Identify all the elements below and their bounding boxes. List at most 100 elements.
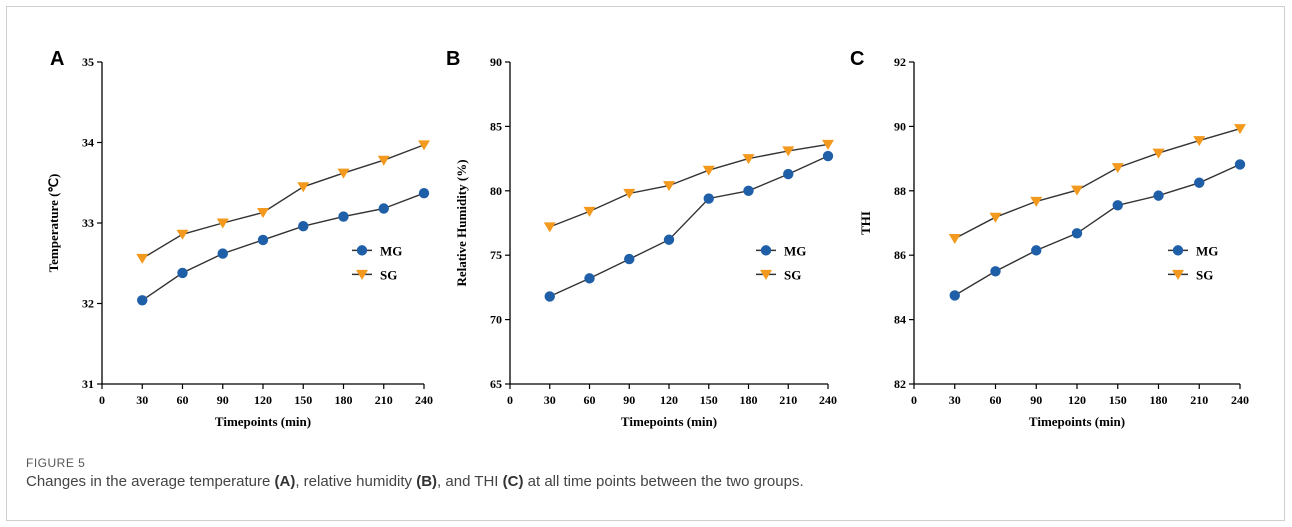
data-point-mg xyxy=(378,203,389,214)
x-tick-label: 240 xyxy=(819,393,837,407)
series-line-mg xyxy=(954,163,1241,297)
x-tick-label: 210 xyxy=(375,393,393,407)
x-tick-label: 0 xyxy=(99,393,105,407)
x-tick-label: 240 xyxy=(1231,393,1249,407)
y-tick-label: 90 xyxy=(894,119,906,133)
data-point-sg xyxy=(989,212,1002,223)
data-point-mg xyxy=(703,193,714,204)
data-point-sg xyxy=(1193,136,1206,147)
data-point-sg xyxy=(1111,163,1124,174)
x-tick-label: 180 xyxy=(740,393,758,407)
data-point-sg xyxy=(663,181,675,192)
panel-letter-a: A xyxy=(50,48,65,70)
data-point-mg xyxy=(177,267,188,279)
caption-text-3: , and THI xyxy=(437,473,503,490)
caption-ref-b: (B) xyxy=(416,473,438,490)
x-tick-label: 30 xyxy=(136,393,148,407)
x-tick-label: 210 xyxy=(1190,393,1208,407)
x-tick-label: 210 xyxy=(779,393,797,407)
chart-thi: 82 84 86 88 90 92 0 30 60 90 120 150 180 210 240 Timepo… xyxy=(858,55,1249,429)
x-tick-label: 150 xyxy=(1109,393,1127,407)
data-point-sg xyxy=(1071,185,1083,196)
series-line-sg xyxy=(549,143,829,228)
data-point-sg xyxy=(1152,148,1165,159)
x-axis-title: Timepoints (min) xyxy=(621,414,717,429)
data-point-sg xyxy=(377,155,390,166)
y-tick-label: 88 xyxy=(894,184,906,198)
x-tick-label: 60 xyxy=(990,393,1002,407)
y-axis-title: Relative Humidity (%) xyxy=(454,159,469,286)
data-point-sg xyxy=(257,208,269,219)
x-axis-title: Timepoints (min) xyxy=(1029,414,1125,429)
legend-label-sg: SG xyxy=(380,267,397,282)
panel-b: B 65 70 75 80 85 90 0 30 60 90 120 150 180 210 240 Time… xyxy=(428,44,848,444)
caption-text-1: Changes in the average temperature xyxy=(26,473,275,490)
figure-caption: Changes in the average temperature (A), … xyxy=(26,473,804,490)
legend-label-mg: MG xyxy=(784,243,806,258)
data-point-mg xyxy=(1234,159,1246,170)
y-tick-label: 31 xyxy=(82,377,94,391)
x-tick-label: 30 xyxy=(544,393,556,407)
legend-label-sg: SG xyxy=(784,267,801,282)
data-point-mg xyxy=(544,291,555,302)
x-tick-label: 180 xyxy=(335,393,353,407)
data-point-mg xyxy=(217,248,228,259)
data-point-sg xyxy=(337,168,350,179)
series-line-mg xyxy=(141,192,425,301)
x-axis-title: Timepoints (min) xyxy=(215,414,311,429)
x-tick-label: 90 xyxy=(1030,393,1042,407)
data-point-mg xyxy=(990,266,1001,277)
panel-letter-c: C xyxy=(850,48,865,70)
data-point-sg xyxy=(176,229,189,240)
data-point-sg xyxy=(948,233,961,244)
data-point-mg xyxy=(137,295,148,306)
data-point-sg xyxy=(1030,196,1043,207)
data-point-mg xyxy=(663,234,675,245)
data-point-sg xyxy=(136,253,149,264)
figure-frame xyxy=(6,6,1285,521)
x-tick-label: 30 xyxy=(949,393,961,407)
y-tick-label: 85 xyxy=(490,119,502,133)
y-tick-label: 92 xyxy=(894,55,906,69)
x-tick-label: 60 xyxy=(584,393,596,407)
x-tick-label: 0 xyxy=(507,393,513,407)
data-point-sg xyxy=(216,218,229,229)
data-point-mg xyxy=(624,253,635,265)
y-tick-label: 82 xyxy=(894,377,906,391)
data-point-mg xyxy=(584,273,595,284)
series-line-sg xyxy=(141,144,425,260)
data-point-sg xyxy=(1234,124,1246,135)
legend-label-sg: SG xyxy=(1196,267,1213,282)
caption-text-2: , relative humidity xyxy=(295,473,417,490)
x-tick-label: 120 xyxy=(1068,393,1086,407)
y-tick-label: 80 xyxy=(490,184,502,198)
panel-letter-b: B xyxy=(446,48,461,70)
data-point-mg xyxy=(822,150,834,162)
caption-ref-a: (A) xyxy=(274,473,296,490)
x-tick-label: 90 xyxy=(623,393,635,407)
legend-marker-mg xyxy=(760,245,772,256)
data-point-mg xyxy=(743,185,754,196)
legend-marker-mg xyxy=(356,245,368,256)
x-tick-label: 150 xyxy=(700,393,718,407)
data-point-mg xyxy=(1153,190,1164,201)
x-tick-label: 180 xyxy=(1150,393,1168,407)
x-tick-label: 60 xyxy=(177,393,189,407)
data-point-sg xyxy=(702,165,715,176)
legend-marker-sg xyxy=(760,269,772,280)
figure-label: FIGURE 5 xyxy=(26,456,86,470)
data-point-sg xyxy=(418,140,430,151)
data-point-sg xyxy=(782,146,795,157)
legend-marker-sg xyxy=(356,269,368,280)
data-point-mg xyxy=(298,221,309,232)
x-tick-label: 120 xyxy=(660,393,678,407)
data-point-mg xyxy=(783,168,794,180)
data-point-mg xyxy=(257,234,269,246)
legend-marker-sg xyxy=(1172,269,1184,280)
caption-ref-c: (C) xyxy=(502,473,524,490)
y-tick-label: 65 xyxy=(490,377,502,391)
y-tick-label: 90 xyxy=(490,55,502,69)
x-tick-label: 90 xyxy=(217,393,229,407)
caption-text-4: at all time points between the two group… xyxy=(523,473,804,490)
y-tick-label: 33 xyxy=(82,216,94,230)
